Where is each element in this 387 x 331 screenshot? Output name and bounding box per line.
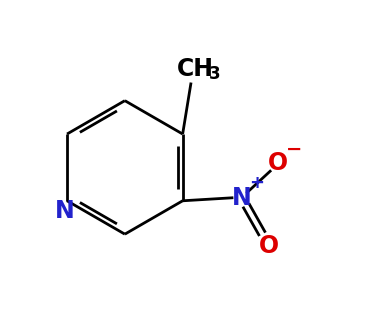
Text: O: O — [268, 151, 288, 175]
Text: CH: CH — [177, 57, 214, 81]
Text: N: N — [55, 200, 75, 223]
Text: −: − — [286, 139, 302, 159]
Text: O: O — [259, 234, 279, 258]
Text: +: + — [249, 174, 264, 192]
Text: N: N — [232, 186, 252, 210]
Text: 3: 3 — [209, 65, 221, 83]
